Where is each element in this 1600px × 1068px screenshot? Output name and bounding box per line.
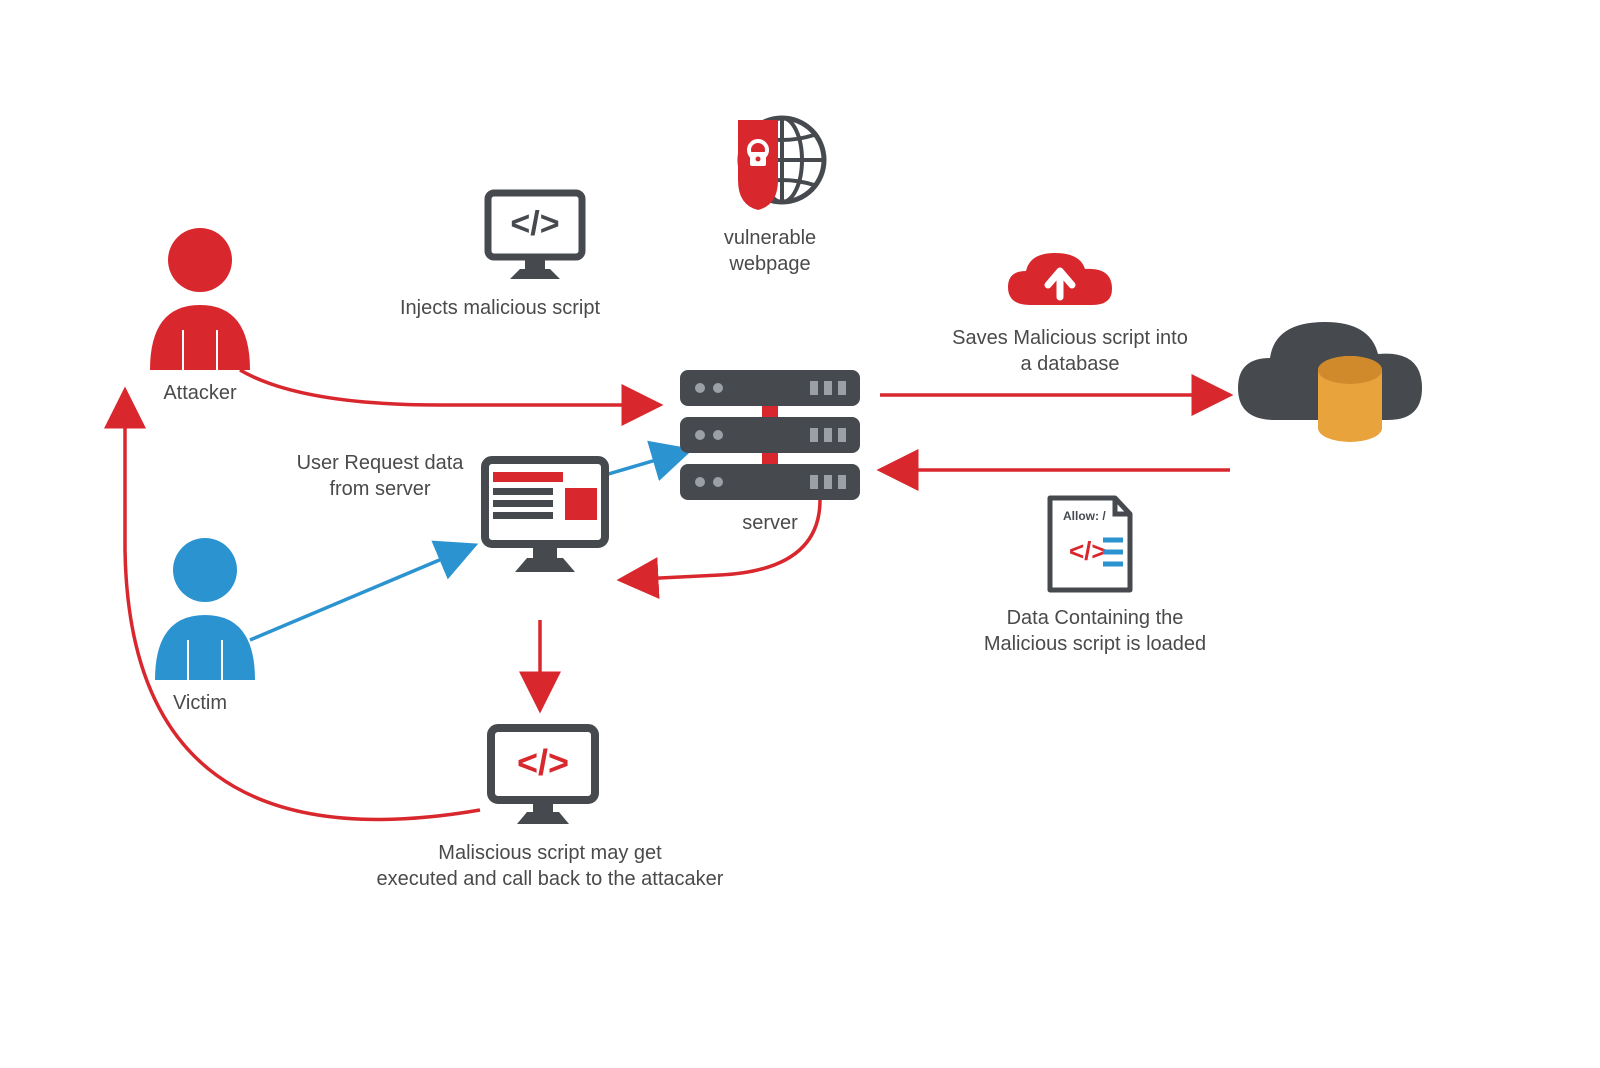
allow-doc-icon: Allow: / </> xyxy=(1035,490,1145,600)
cloud-upload-icon xyxy=(1000,245,1120,325)
svg-text:</>: </> xyxy=(517,742,569,783)
code-monitor-icon: </> xyxy=(480,185,590,285)
server-icon xyxy=(670,365,870,505)
save-db-label: Saves Malicious script into a database xyxy=(930,325,1210,377)
svg-text:</>: </> xyxy=(1069,536,1107,566)
allow-doc-header: Allow: / xyxy=(1063,509,1106,523)
diagram-canvas: Attacker Victim </> Injects malicious sc… xyxy=(0,0,1600,1068)
vuln-webpage-label: vulnerable webpage xyxy=(700,225,840,277)
user-request-label: User Request data from server xyxy=(280,450,480,502)
cloud-db-node xyxy=(1230,310,1430,465)
user-browser-node xyxy=(475,450,615,585)
attacker-icon xyxy=(135,220,265,370)
shield-globe-icon xyxy=(710,110,830,220)
cloud-db-icon xyxy=(1230,310,1430,460)
victim-node xyxy=(140,530,270,685)
mal-exec-node: </> xyxy=(483,720,603,835)
allow-doc-node: Allow: / </> xyxy=(1035,490,1145,605)
edge-inject xyxy=(240,370,660,405)
inject-label: Injects malicious script xyxy=(370,295,630,321)
inject-code-node: </> xyxy=(480,185,590,290)
server-label: server xyxy=(735,510,805,536)
mal-exec-icon: </> xyxy=(483,720,603,830)
victim-label: Victim xyxy=(160,690,240,716)
cloud-upload-node xyxy=(1000,245,1120,330)
mal-exec-label: Maliscious script may get executed and c… xyxy=(350,840,750,892)
attacker-label: Attacker xyxy=(150,380,250,406)
victim-icon xyxy=(140,530,270,680)
server-node xyxy=(670,365,870,510)
attacker-node xyxy=(135,220,265,375)
vuln-webpage-node xyxy=(710,110,830,225)
edge-user-request xyxy=(250,545,475,640)
load-data-label: Data Containing the Malicious script is … xyxy=(955,605,1235,657)
browser-icon xyxy=(475,450,615,580)
svg-text:</>: </> xyxy=(510,205,559,243)
